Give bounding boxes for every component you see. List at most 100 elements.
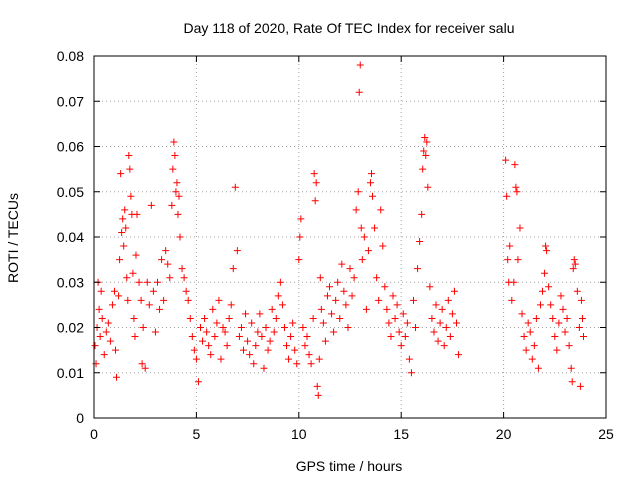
- data-point: [121, 206, 129, 214]
- y-tick-label: 0.01: [57, 365, 84, 381]
- data-point: [430, 328, 438, 336]
- data-point: [549, 314, 557, 322]
- data-point: [518, 310, 526, 318]
- data-point: [240, 346, 248, 354]
- y-tick-label: 0: [76, 410, 84, 426]
- data-point: [412, 324, 420, 331]
- data-point: [395, 328, 403, 336]
- data-point: [503, 192, 511, 200]
- data-point: [321, 337, 329, 345]
- data-point: [446, 333, 454, 341]
- data-point: [559, 305, 567, 313]
- x-axis-label: GPS time / hours: [296, 458, 403, 474]
- data-point: [317, 305, 325, 313]
- data-point: [153, 278, 161, 286]
- data-point: [268, 305, 276, 313]
- data-point: [565, 342, 573, 350]
- data-point: [211, 333, 219, 341]
- data-point: [387, 333, 395, 341]
- y-tick-label: 0.02: [57, 320, 84, 336]
- data-point: [133, 210, 141, 218]
- data-point: [172, 188, 180, 196]
- data-point: [579, 333, 587, 341]
- data-point: [551, 333, 559, 341]
- data-point: [520, 333, 528, 341]
- data-point: [175, 192, 183, 200]
- data-point: [221, 328, 229, 336]
- data-point: [557, 292, 565, 300]
- data-point: [205, 342, 213, 350]
- data-point: [450, 287, 458, 295]
- data-point: [102, 328, 110, 336]
- data-point: [332, 296, 340, 304]
- data-point: [124, 296, 132, 304]
- data-point: [391, 314, 399, 322]
- y-tick-label: 0.07: [57, 93, 84, 109]
- data-point: [235, 333, 243, 341]
- data-point: [407, 369, 415, 377]
- data-point: [113, 373, 121, 381]
- data-point: [420, 147, 428, 155]
- data-point: [399, 310, 407, 318]
- x-tick-label: 10: [291, 426, 307, 442]
- data-point: [350, 274, 358, 282]
- data-point: [440, 342, 448, 350]
- data-point: [436, 319, 444, 327]
- data-point: [186, 314, 194, 322]
- data-point: [227, 301, 235, 309]
- data-point: [118, 228, 126, 236]
- data-point: [285, 355, 293, 363]
- data-point: [237, 324, 245, 331]
- data-point: [573, 287, 581, 295]
- data-point: [143, 278, 151, 286]
- data-point: [141, 364, 149, 372]
- data-point: [213, 319, 221, 327]
- data-point: [289, 319, 297, 327]
- data-point: [576, 382, 584, 390]
- data-point: [100, 351, 108, 359]
- data-point: [129, 269, 137, 277]
- data-point: [401, 333, 409, 341]
- data-point: [567, 364, 575, 372]
- data-point: [312, 179, 320, 187]
- data-point: [338, 260, 346, 268]
- data-point: [170, 138, 178, 146]
- data-point: [364, 247, 372, 255]
- data-point: [287, 333, 295, 341]
- x-tick-label: 20: [496, 426, 512, 442]
- data-point: [301, 342, 309, 350]
- data-point: [383, 305, 391, 313]
- data-point: [160, 296, 168, 304]
- data-point: [119, 215, 127, 223]
- data-point: [313, 382, 321, 390]
- data-point: [96, 333, 104, 341]
- data-point: [352, 206, 360, 214]
- data-point: [169, 165, 177, 173]
- data-point: [434, 337, 442, 345]
- data-point: [375, 296, 383, 304]
- data-point: [246, 351, 254, 359]
- data-point: [164, 260, 172, 268]
- data-point: [293, 360, 301, 368]
- data-point: [184, 296, 192, 304]
- data-point: [379, 242, 387, 250]
- data-point: [166, 274, 174, 282]
- data-point: [354, 188, 362, 196]
- data-point: [371, 224, 379, 232]
- y-tick-label: 0.08: [57, 48, 84, 64]
- data-point: [346, 265, 354, 273]
- data-point: [514, 256, 522, 264]
- data-point: [258, 333, 266, 341]
- chart-title: Day 118 of 2020, Rate Of TEC Index for r…: [184, 20, 515, 36]
- data-point: [536, 301, 544, 309]
- data-point: [135, 278, 143, 286]
- data-point: [252, 342, 260, 350]
- data-point: [561, 328, 569, 336]
- data-point: [373, 274, 381, 282]
- data-point: [201, 314, 209, 322]
- data-point: [432, 301, 440, 309]
- data-point: [132, 251, 140, 259]
- data-point: [504, 256, 512, 264]
- data-point: [309, 314, 317, 322]
